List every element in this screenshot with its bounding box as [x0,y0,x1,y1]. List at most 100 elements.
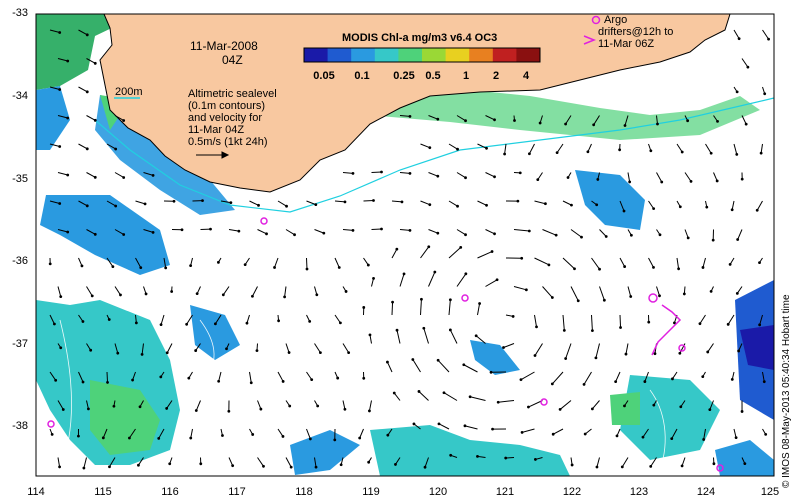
velocity-arrow [369,334,372,344]
velocity-arrow [428,115,438,120]
velocity-arrow-head [308,319,312,323]
velocity-arrow [619,314,622,328]
velocity-arrow-head [189,264,193,268]
velocity-arrow [334,200,346,203]
velocity-arrow-head [518,171,522,175]
velocity-arrow [257,229,267,235]
velocity-arrow-head [423,465,427,469]
velocity-arrow-head [337,266,341,269]
velocity-arrow-head [339,463,343,467]
velocity-arrow-head [159,323,163,327]
velocity-arrow-head [165,351,169,355]
velocity-scale-arrow [196,151,230,159]
velocity-arrow-head [53,322,56,326]
velocity-arrow-head [550,382,554,386]
velocity-arrow-head [716,119,719,123]
velocity-arrow-head [249,381,253,385]
velocity-arrow-head [391,300,394,304]
velocity-arrow-head [395,247,399,251]
colorbar-tick-label: 0.1 [354,70,370,82]
velocity-arrow [599,229,607,237]
velocity-arrow [528,143,535,154]
velocity-arrow-head [524,288,528,292]
velocity-arrow-head [58,88,62,91]
velocity-arrow-head [283,295,287,299]
velocity-arrow-head [673,321,676,325]
lat-tick-label: -37 [12,338,28,350]
velocity-arrow-head [322,231,326,235]
velocity-arrow-head [562,329,566,332]
velocity-arrow-head [319,351,322,355]
velocity-arrow-head [93,118,97,122]
velocity-arrow-head [686,119,690,123]
velocity-arrow-head [743,462,747,466]
velocity-arrow-head [476,454,479,458]
velocity-arrow-head [564,122,568,126]
velocity-arrow [705,143,712,154]
velocity-arrow-head [737,37,741,41]
velocity-arrow [731,200,735,210]
velocity-arrow-head [386,433,390,437]
velocity-arrow-head [590,407,594,411]
velocity-arrow-head [61,408,65,411]
velocity-arrow-head [618,148,622,152]
velocity-arrow-head [533,354,537,357]
velocity-arrow-head [89,348,93,352]
velocity-arrow-head [764,432,768,436]
velocity-arrow-head [336,376,340,380]
velocity-arrow-head [462,363,466,367]
velocity-arrow [106,371,109,383]
velocity-arrow-head [137,463,140,467]
velocity-arrow-head [550,296,554,299]
velocity-arrow [671,428,678,439]
velocity-arrow-head [709,151,713,155]
velocity-arrow-head [598,267,601,271]
velocity-arrow-head [358,436,362,440]
colorbar-tick-label: 4 [522,70,530,82]
velocity-arrow [587,143,592,152]
velocity-arrow-head [464,272,468,276]
lon-tick-label: 123 [629,486,649,498]
velocity-arrow-head [194,409,198,412]
velocity-arrow-head [624,352,628,356]
colorbar-tick-label: 0.25 [393,70,415,82]
velocity-arrow-head [273,266,276,269]
velocity-arrow-head [54,378,58,382]
velocity-arrow-head [680,150,684,154]
velocity-arrow-head [527,405,530,409]
velocity-arrow [132,371,136,381]
velocity-arrow-head [490,250,494,253]
velocity-arrow [498,400,515,403]
velocity-arrow [102,428,108,439]
velocity-arrow-head [362,306,366,309]
velocity-arrow-head [715,179,719,183]
velocity-arrow-head [730,208,734,212]
velocity-arrow [733,29,740,39]
velocity-arrow-head [555,151,559,155]
velocity-arrow [676,143,683,153]
colorbar-swatch [516,48,541,62]
velocity-arrow [57,58,68,62]
velocity-arrow [257,457,264,467]
velocity-arrow-head [168,462,172,466]
velocity-arrow [760,143,763,154]
velocity-arrow-head [711,238,715,242]
velocity-arrow-head [746,65,750,69]
velocity-arrow-head [527,229,531,233]
velocity-arrow [464,425,478,430]
velocity-arrow-head [735,291,739,295]
colorbar [303,47,541,63]
velocity-arrow [456,229,466,236]
velocity-arrow [650,457,657,467]
velocity-arrow [534,343,543,356]
velocity-arrow [699,314,706,324]
velocity-arrow-head [386,360,389,364]
velocity-arrow-head [570,203,573,207]
velocity-arrow [570,286,579,301]
velocity-arrow [368,400,372,412]
velocity-arrow-head [595,465,599,469]
velocity-arrow [621,457,629,468]
velocity-arrow-head [372,199,375,202]
lon-tick-label: 114 [27,486,45,498]
velocity-arrow [762,371,765,382]
